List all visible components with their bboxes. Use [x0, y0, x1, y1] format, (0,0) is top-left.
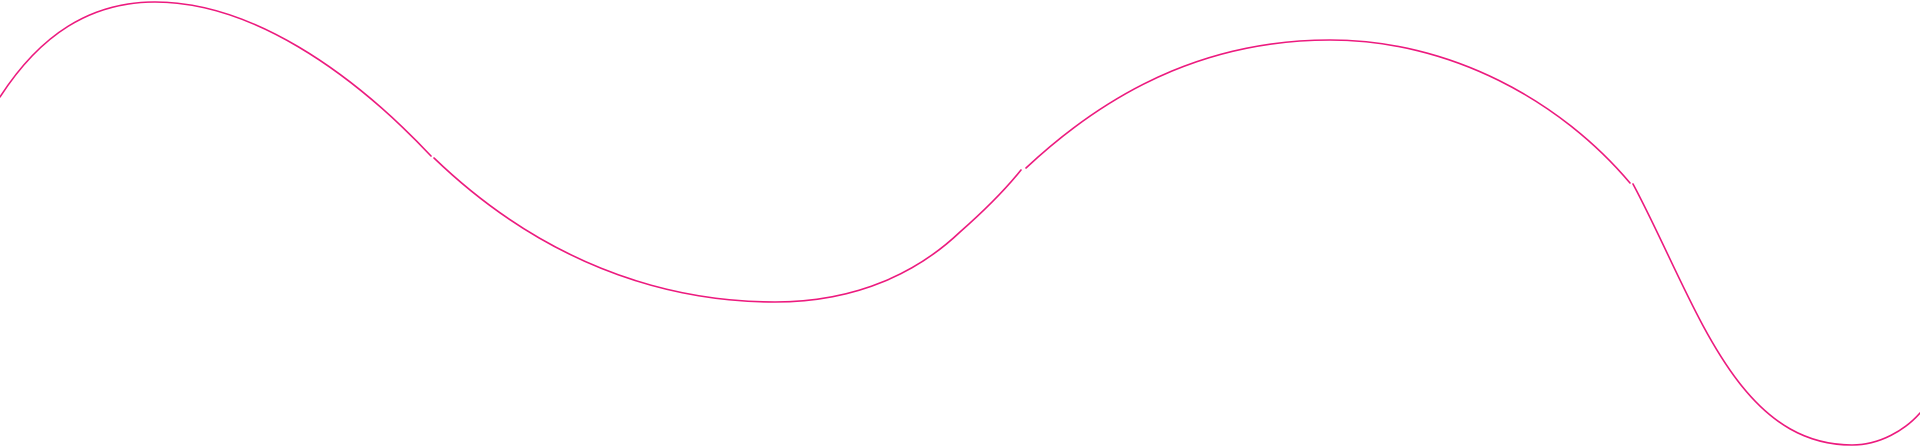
wave-segment-4	[1632, 183, 1920, 446]
wave-segment-3	[1025, 39, 1631, 184]
wave-segment-2	[433, 157, 1022, 303]
wave-segment-1	[0, 1, 432, 157]
